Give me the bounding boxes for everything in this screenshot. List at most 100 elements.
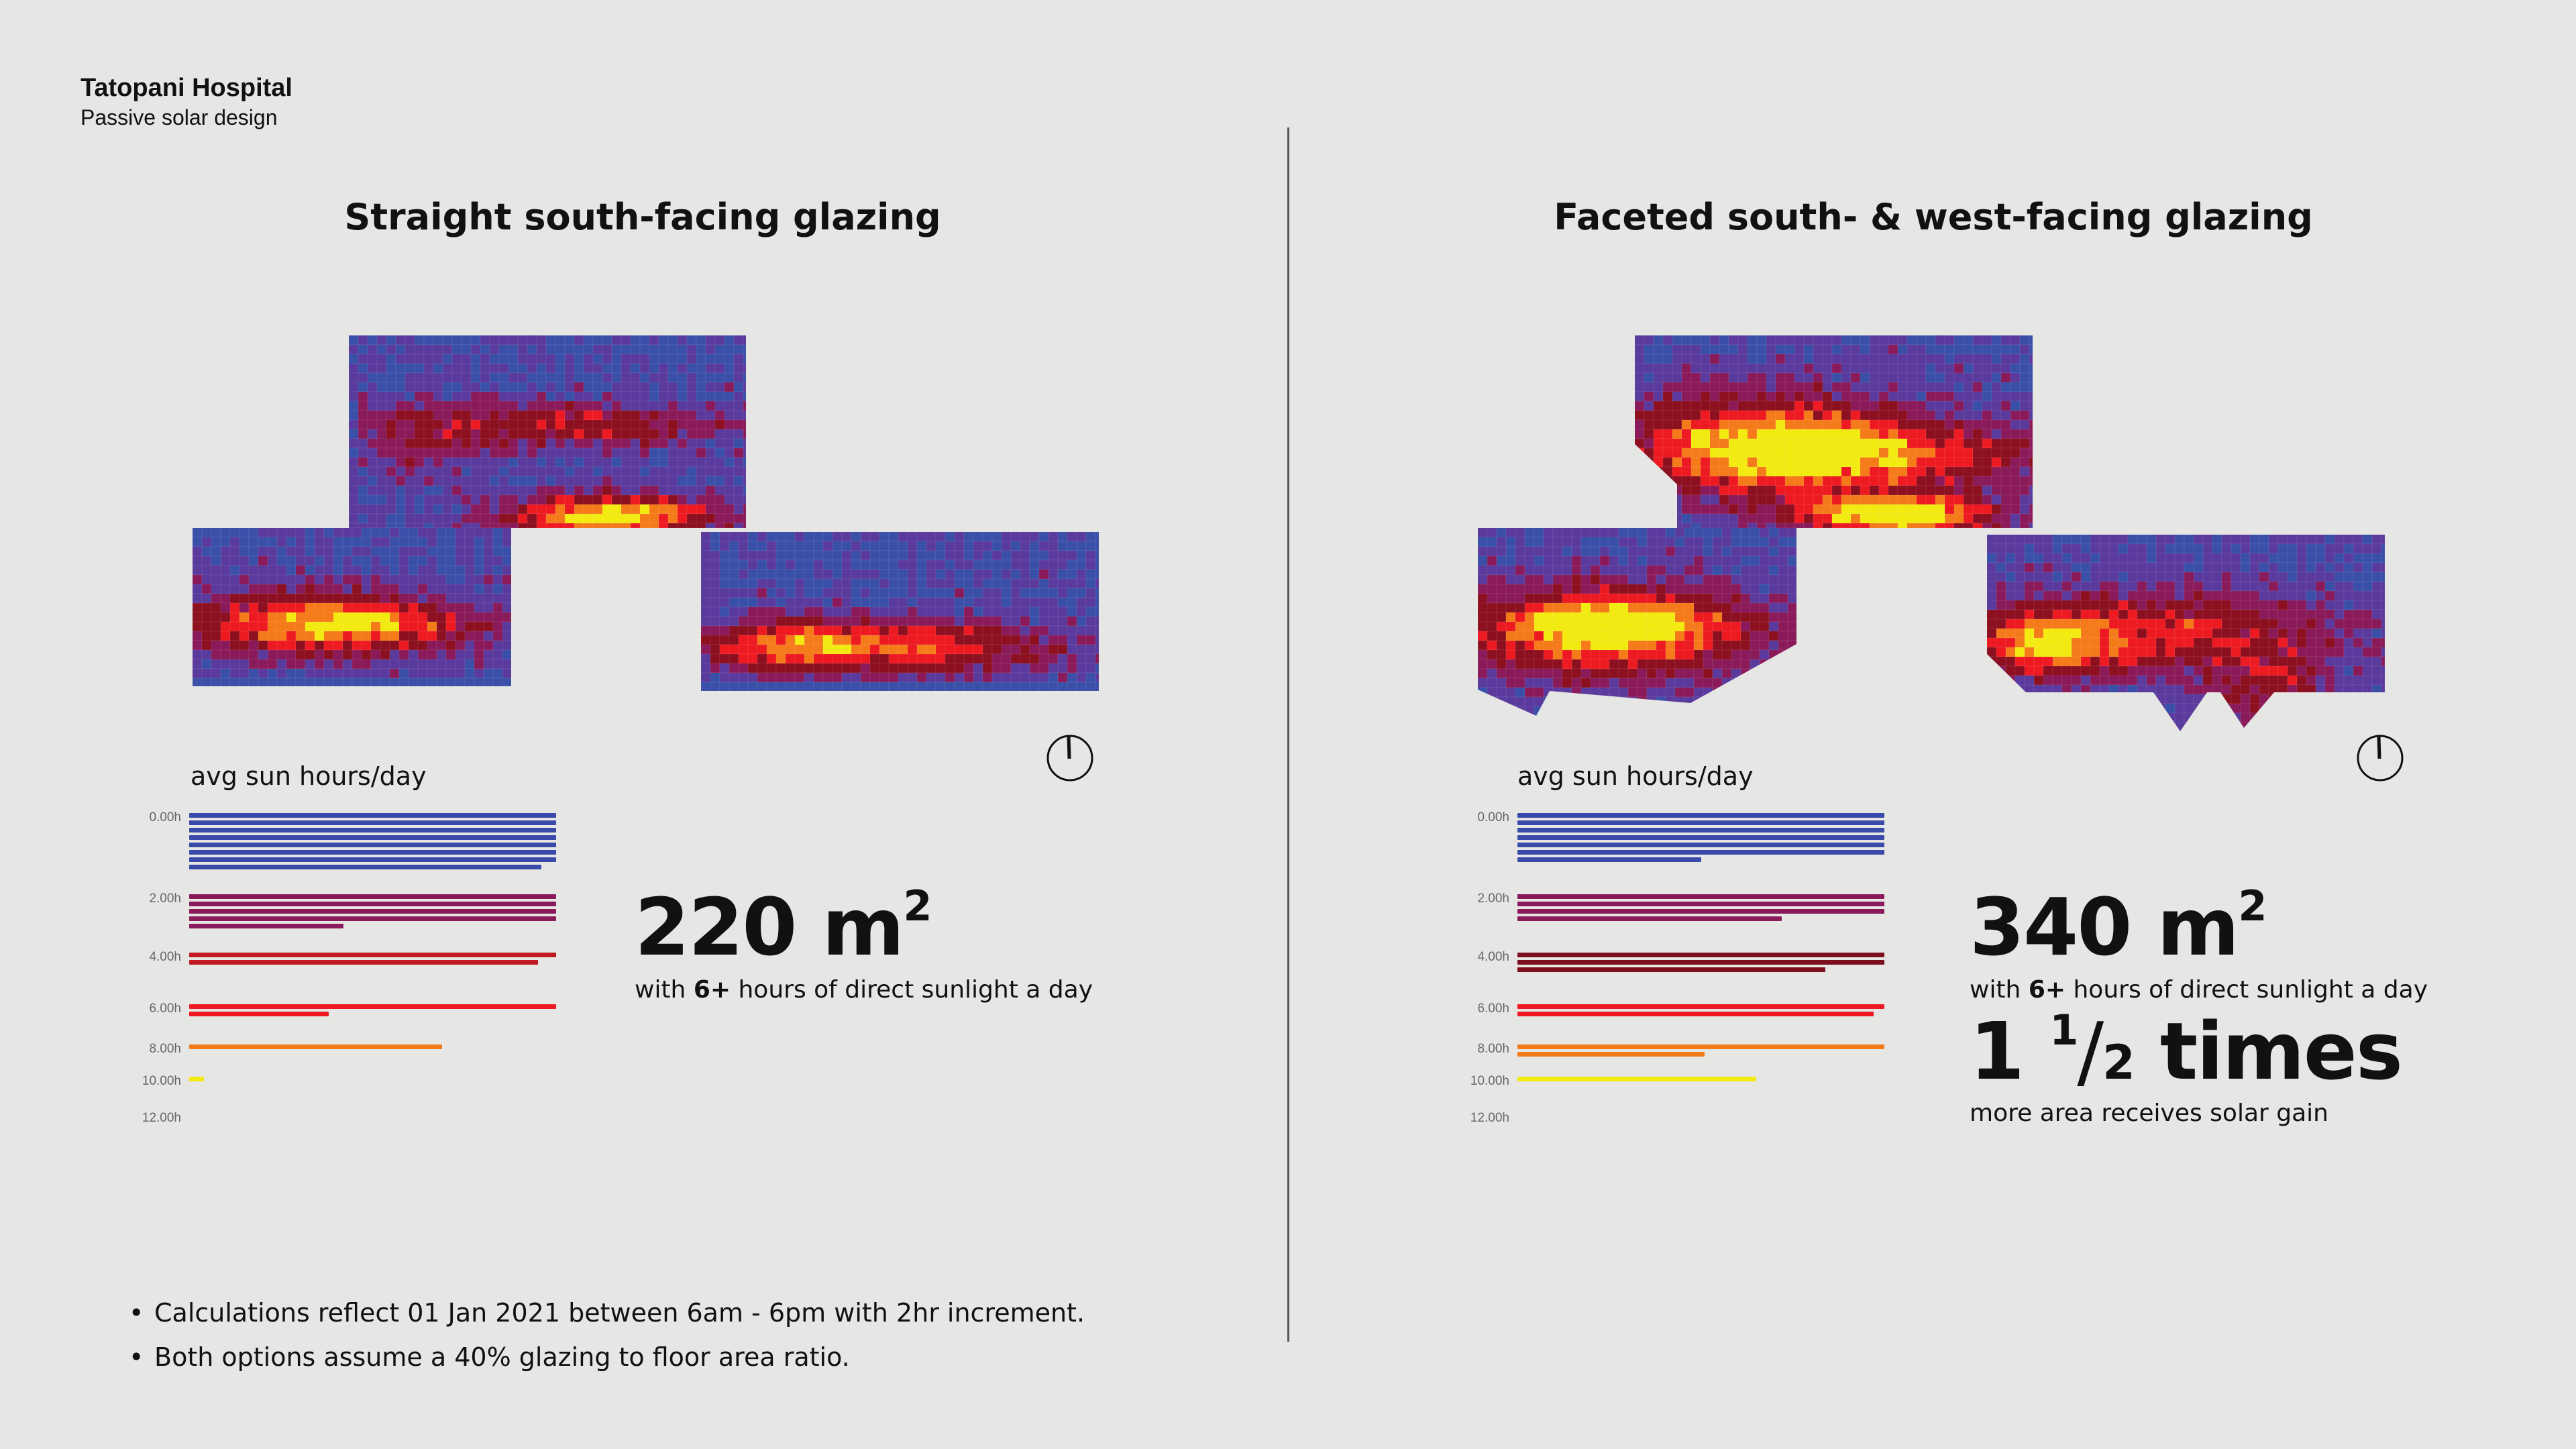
heatmap-cell — [1656, 696, 1666, 707]
heatmap-cell — [1850, 363, 1861, 374]
heatmap-cell — [1672, 363, 1682, 374]
heatmap-cell — [710, 644, 720, 655]
heatmap-cell — [1768, 678, 1779, 688]
heatmap-cell — [386, 504, 396, 515]
heatmap-cell — [574, 476, 584, 486]
heatmap-cell — [492, 565, 503, 576]
heatmap-cell — [408, 612, 419, 623]
heatmap-cell — [1775, 457, 1786, 468]
heatmap-cell — [1010, 672, 1021, 683]
heatmap-cell — [954, 625, 965, 636]
heatmap-cell — [775, 616, 786, 627]
heatmap-cell — [1768, 687, 1779, 698]
heatmap-cell — [1646, 659, 1657, 669]
histogram-bar — [189, 865, 542, 869]
heatmap-cell — [2019, 466, 2030, 477]
heatmap-cell — [2259, 694, 2269, 704]
heatmap-cell — [376, 476, 387, 486]
heatmap-cell — [1001, 682, 1012, 692]
heatmap-cell — [352, 584, 362, 594]
heatmap-cell — [1048, 672, 1059, 683]
heatmap-cell — [1841, 485, 1851, 496]
heatmap-cell — [1813, 494, 1823, 505]
heatmap-cell — [757, 653, 767, 664]
heatmap-cell — [1644, 438, 1654, 449]
heatmap-cell — [1787, 649, 1796, 660]
heatmap-cell — [1478, 565, 1488, 576]
heatmap-cell — [2240, 647, 2251, 657]
heatmap-cell — [705, 335, 716, 345]
heatmap-cell — [667, 400, 678, 411]
heatmap-cell — [2249, 637, 2260, 648]
heatmap-cell — [1020, 682, 1030, 692]
heatmap-cell — [2052, 722, 2063, 731]
heatmap-cell — [1991, 410, 2002, 421]
heatmap-cell — [1907, 354, 1917, 364]
heatmap-cell — [536, 363, 547, 374]
heatmap-cell — [935, 578, 946, 589]
heatmap-cell — [667, 476, 678, 486]
heatmap-cell — [1067, 635, 1077, 645]
heatmap-cell — [295, 555, 306, 566]
heatmap-cell — [248, 649, 259, 660]
heatmap-cell — [239, 537, 250, 547]
heatmap-cell — [2343, 619, 2354, 629]
heatmap-cell — [1571, 649, 1582, 660]
heatmap-cell — [1038, 597, 1049, 608]
heatmap-cell — [1719, 372, 1729, 383]
heatmap-cell — [907, 578, 918, 589]
heatmap-cell — [667, 523, 678, 529]
heatmap-cell — [2287, 675, 2298, 686]
heatmap-cell — [1916, 494, 1927, 505]
heatmap-cell — [2043, 637, 2053, 648]
heatmap-cell — [2071, 553, 2082, 564]
heatmap-cell — [367, 438, 378, 449]
heatmap-cell — [733, 419, 744, 430]
heatmap-cell — [898, 682, 908, 692]
heatmap-cell — [724, 363, 735, 374]
heatmap-cell — [1916, 457, 1927, 468]
heatmap-cell — [982, 578, 993, 589]
heatmap-cell — [574, 372, 584, 383]
heatmap-cell — [370, 574, 381, 585]
heatmap-cell — [658, 447, 669, 458]
heatmap-cell — [898, 597, 908, 608]
heatmap-cell — [1747, 494, 1758, 505]
heatmap-cell — [757, 541, 767, 551]
heatmap-cell — [888, 597, 899, 608]
heatmap-cell — [1618, 565, 1629, 576]
heatmap-cell — [2296, 572, 2307, 582]
heatmap-cell — [1787, 555, 1796, 566]
heatmap-cell — [710, 597, 720, 608]
heatmap-cell — [470, 429, 481, 439]
heatmap-cell — [1731, 593, 1741, 604]
heatmap-cell — [2174, 647, 2185, 657]
heatmap-cell — [201, 574, 212, 585]
heatmap-cell — [2080, 684, 2091, 695]
heatmap-cell — [464, 649, 475, 660]
heatmap-cell — [794, 682, 805, 692]
left-legend-label: avg sun hours/day — [191, 761, 427, 791]
heatmap-cell — [1076, 606, 1087, 617]
heatmap-cell — [408, 649, 419, 660]
heatmap-cell — [954, 578, 965, 589]
heatmap-cell — [1085, 588, 1096, 598]
heatmap-cell — [352, 640, 362, 651]
heatmap-cell — [2277, 684, 2288, 695]
heatmap-cell — [1478, 593, 1488, 604]
heatmap-cell — [1916, 485, 1927, 496]
heatmap-cell — [1618, 546, 1629, 557]
heatmap-cell — [719, 625, 730, 636]
heatmap-cell — [677, 523, 688, 529]
heatmap-cell — [1794, 354, 1805, 364]
heatmap-cell — [738, 644, 749, 655]
heatmap-cell — [461, 344, 472, 355]
heatmap-cell — [1759, 574, 1770, 585]
heatmap-cell — [1935, 523, 1945, 528]
heatmap-cell — [2024, 665, 2035, 676]
ratio-numerator: 1 — [2049, 1005, 2078, 1055]
heatmap-cell — [1515, 631, 1525, 641]
heatmap-cell — [2019, 363, 2030, 374]
heatmap-cell — [1700, 335, 1711, 345]
heatmap-cell — [395, 438, 406, 449]
